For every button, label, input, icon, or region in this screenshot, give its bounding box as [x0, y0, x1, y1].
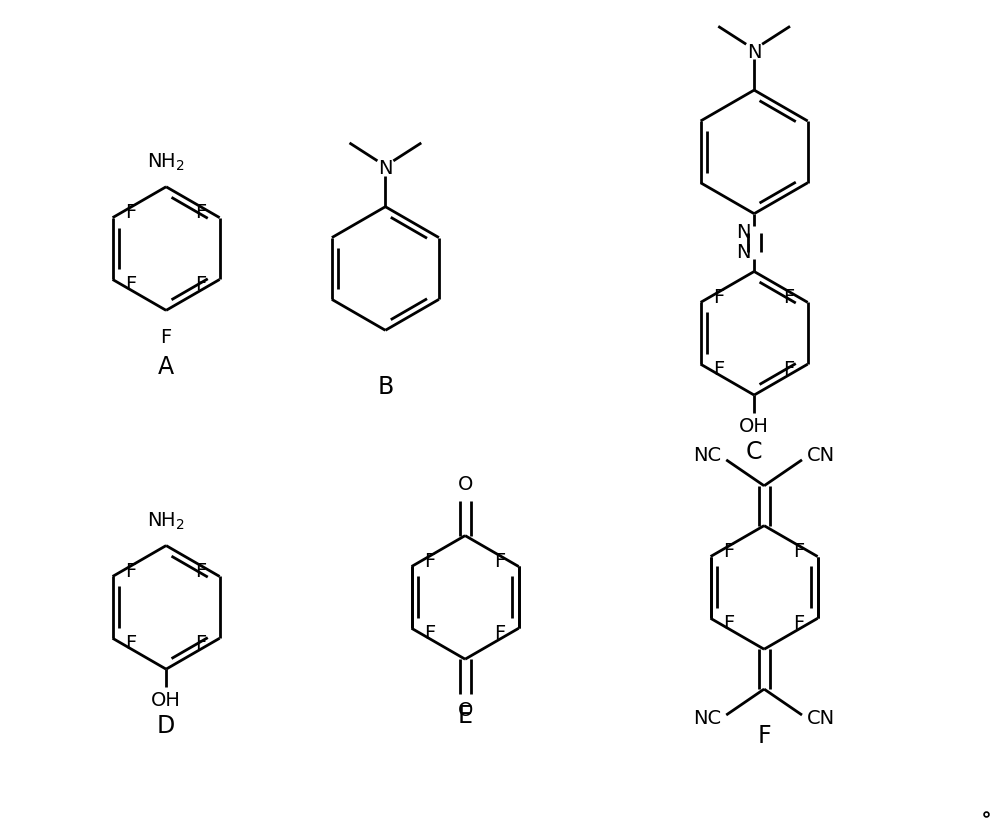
Text: N: N	[378, 159, 393, 178]
Text: O: O	[457, 701, 473, 720]
Text: F: F	[195, 562, 207, 581]
Text: F: F	[783, 360, 795, 379]
Text: N: N	[747, 42, 761, 62]
Text: F: F	[425, 552, 436, 571]
Text: F: F	[793, 614, 805, 633]
Text: F: F	[195, 634, 207, 653]
Text: F: F	[126, 203, 137, 222]
Text: F: F	[126, 634, 137, 653]
Text: NH$_2$: NH$_2$	[147, 152, 185, 172]
Text: E: E	[458, 704, 473, 728]
Text: OH: OH	[151, 691, 181, 710]
Text: N: N	[736, 243, 750, 262]
Text: CN: CN	[807, 710, 835, 729]
Text: B: B	[377, 375, 394, 399]
Text: NC: NC	[693, 710, 721, 729]
Text: C: C	[746, 440, 762, 464]
Text: NH$_2$: NH$_2$	[147, 511, 185, 531]
Text: F: F	[195, 203, 207, 222]
Text: F: F	[793, 542, 805, 561]
Text: F: F	[494, 552, 506, 571]
Text: F: F	[757, 724, 771, 748]
Text: CN: CN	[807, 446, 835, 466]
Text: F: F	[724, 614, 735, 633]
Text: NC: NC	[693, 446, 721, 466]
Text: F: F	[126, 275, 137, 294]
Text: D: D	[157, 714, 175, 738]
Text: N: N	[736, 223, 750, 242]
Text: O: O	[457, 475, 473, 494]
Text: F: F	[195, 275, 207, 294]
Text: A: A	[158, 355, 174, 379]
Text: OH: OH	[739, 417, 769, 436]
Text: F: F	[160, 328, 172, 347]
Text: F: F	[783, 288, 795, 307]
Text: F: F	[494, 624, 506, 643]
Text: F: F	[724, 542, 735, 561]
Text: F: F	[126, 562, 137, 581]
Text: F: F	[714, 288, 725, 307]
Text: F: F	[714, 360, 725, 379]
Text: F: F	[425, 624, 436, 643]
